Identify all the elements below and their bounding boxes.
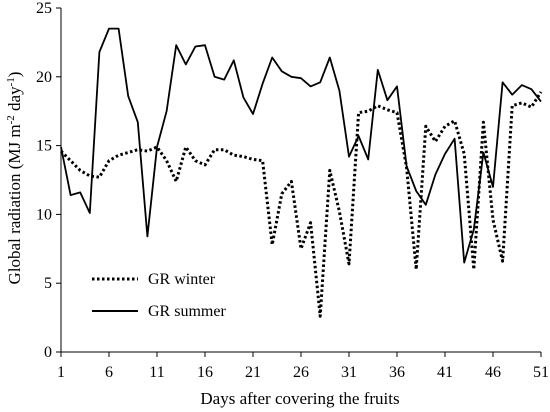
y-axis-title-sup2: -1 [5, 77, 17, 86]
x-tick-label: 36 [389, 364, 405, 381]
x-tick-label: 41 [437, 364, 453, 381]
x-tick-label: 1 [57, 364, 65, 381]
y-axis-title-mid: day [5, 86, 24, 115]
legend-label-summer: GR summer [148, 303, 226, 320]
x-tick-label: 16 [197, 364, 213, 381]
y-axis-title: Global radiation (MJ m-2 day-1) [5, 72, 24, 285]
x-tick-label: 51 [533, 364, 549, 381]
series-line-winter [59, 91, 543, 318]
x-tick-label: 26 [293, 364, 309, 381]
x-tick-label: 46 [485, 364, 501, 381]
series-group [59, 27, 543, 318]
x-axis-ticks: 1 6 11 16 21 26 31 36 41 46 51 [57, 352, 549, 381]
y-axis-ticks: 0 5 10 15 20 25 [36, 0, 61, 361]
x-tick-label: 21 [245, 364, 261, 381]
series-line-summer [60, 27, 542, 264]
x-tick-label: 31 [341, 364, 357, 381]
y-axis-title-sup1: -2 [5, 115, 17, 124]
x-tick-label: 11 [149, 364, 164, 381]
y-tick-label: 25 [36, 0, 52, 17]
y-axis-title-main: Global radiation (MJ m [5, 124, 24, 284]
y-tick-label: 20 [36, 69, 52, 86]
x-axis-title: Days after covering the fruits [200, 389, 399, 408]
legend: GR winter GR summer [92, 271, 226, 320]
y-tick-label: 15 [36, 138, 52, 155]
y-tick-label: 5 [44, 275, 52, 292]
x-tick-label: 6 [105, 364, 113, 381]
y-tick-label: 0 [44, 344, 52, 361]
y-tick-label: 10 [36, 206, 52, 223]
legend-label-winter: GR winter [148, 271, 216, 288]
y-axis-title-end: ) [5, 72, 24, 78]
